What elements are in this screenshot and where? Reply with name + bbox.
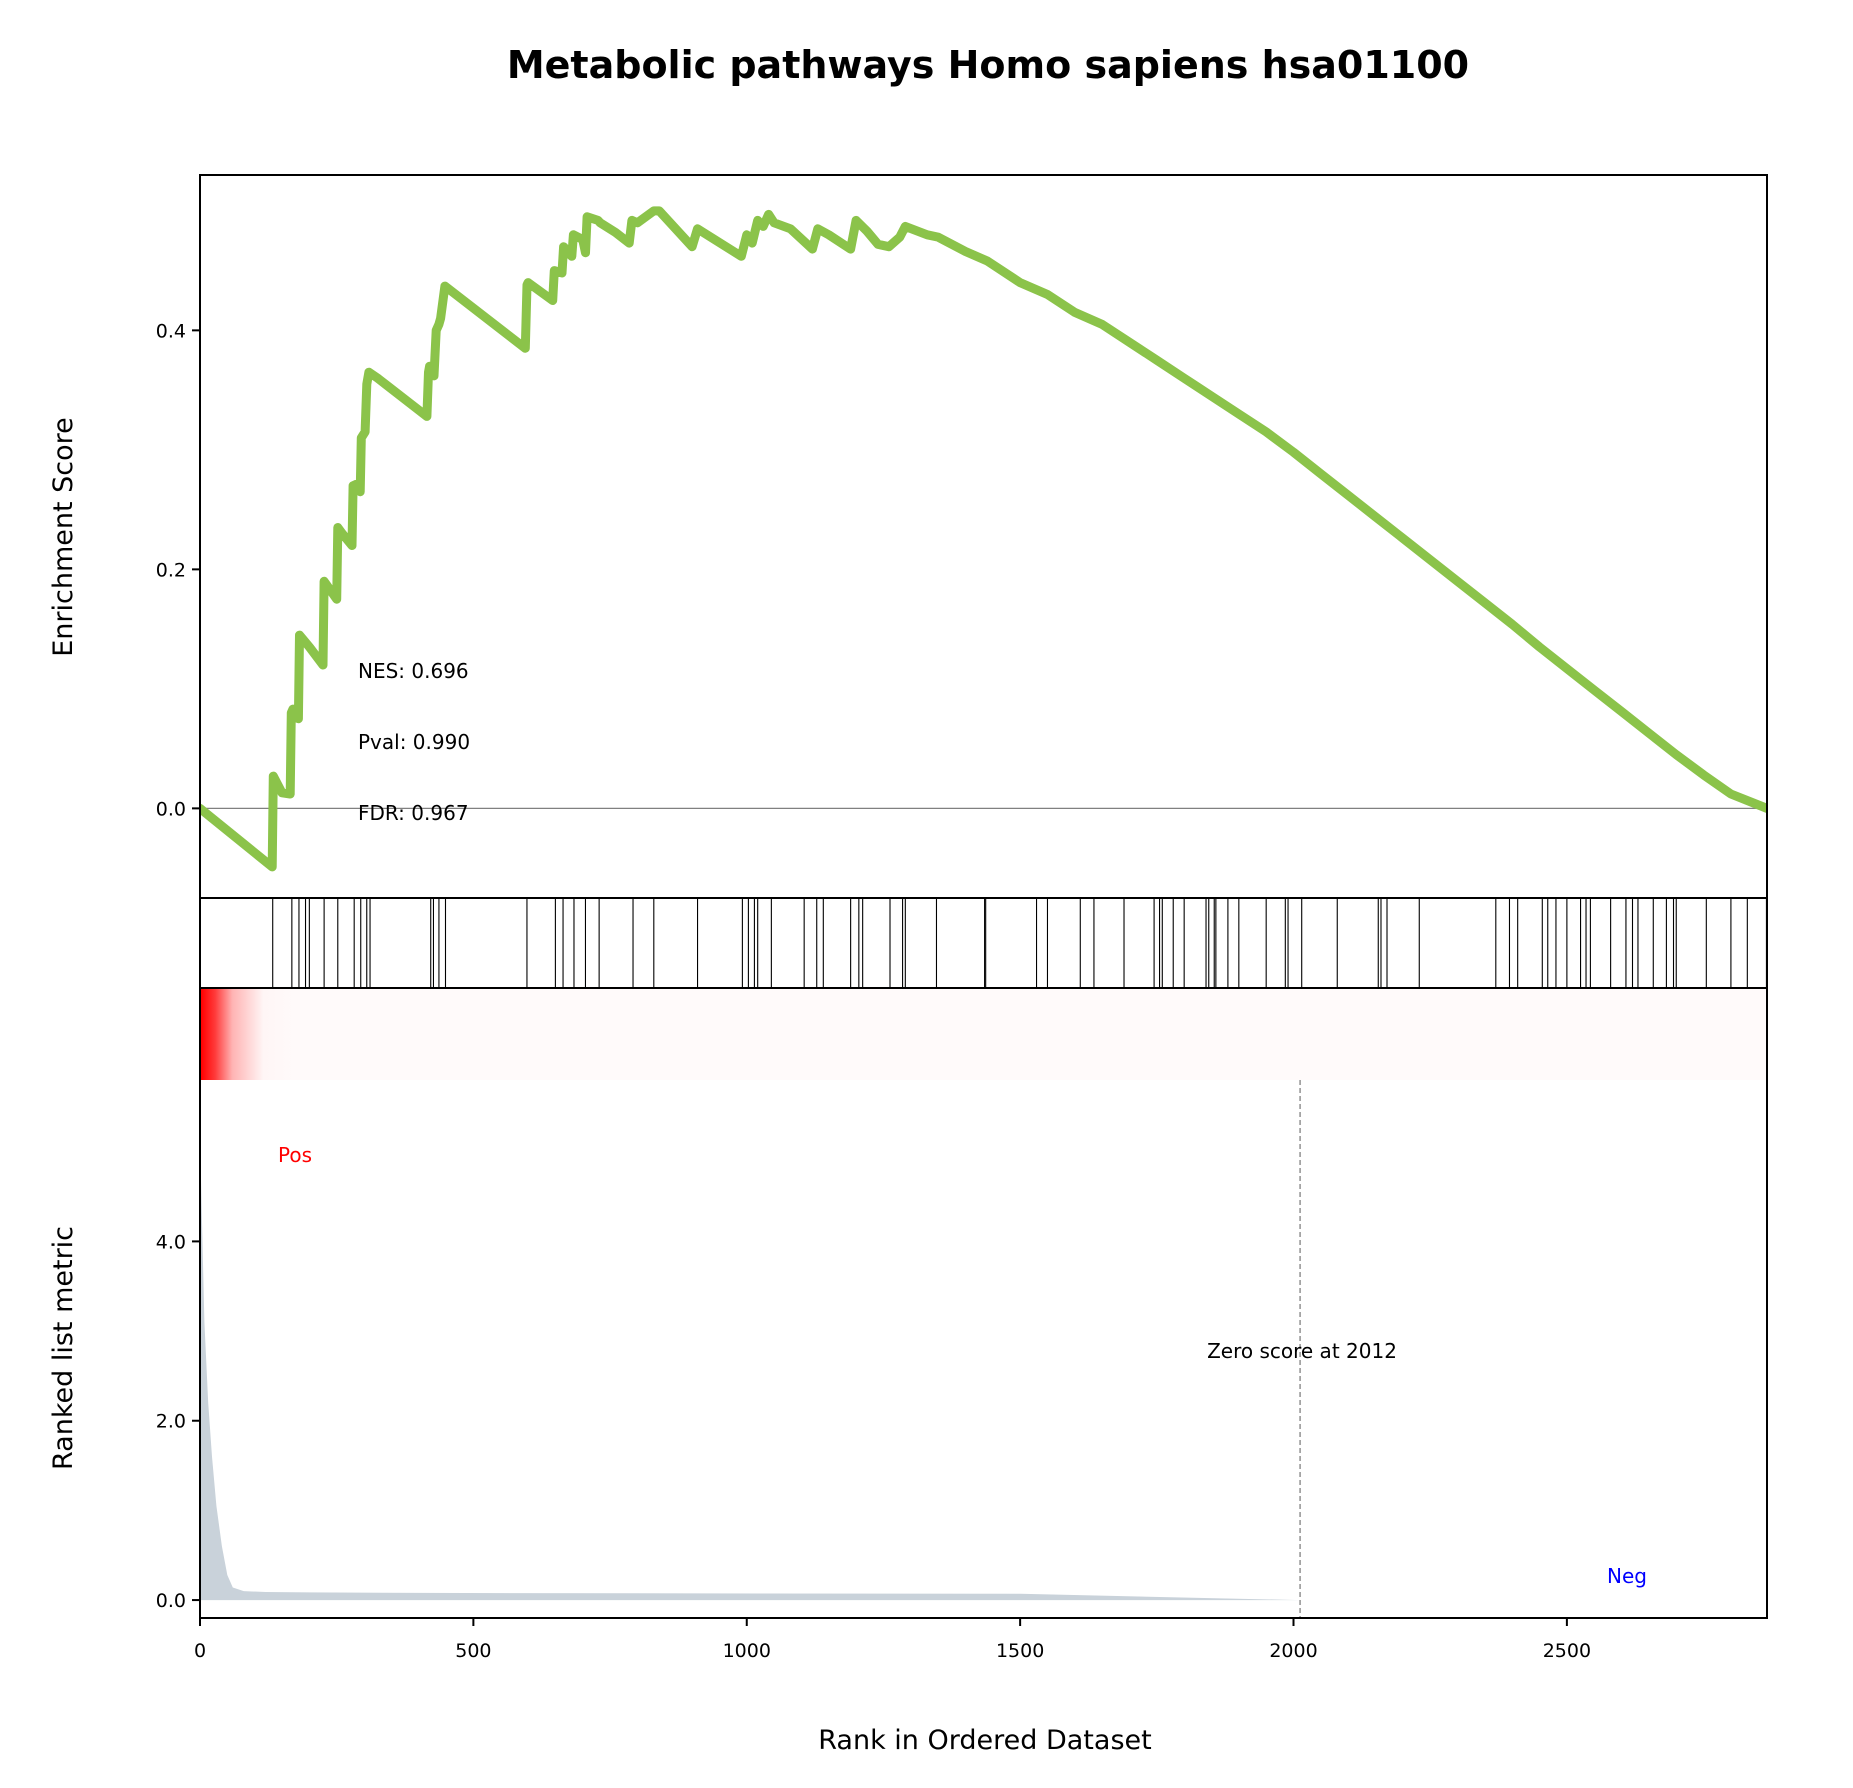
ranked-panel-frame — [199, 987, 1768, 1619]
ranked-metric-panel: Zero score at 2012 Pos Neg 0.0 2.0 4.0 Ran… — [48, 987, 1768, 1619]
x-axis-label: Rank in Ordered Dataset — [818, 1725, 1151, 1756]
pval-label: Pval: 0.990 — [358, 730, 470, 754]
hits-panel-frame — [199, 897, 1768, 989]
hits-panel — [199, 897, 1768, 989]
enrichment-score-line — [200, 206, 1767, 872]
fdr-label: FDR: 0.967 — [358, 801, 469, 825]
x-tick-label: 2500 — [1543, 1640, 1591, 1662]
x-tick-label: 1500 — [996, 1640, 1044, 1662]
enrichment-y-tick-label: 0.2 — [156, 559, 186, 581]
enrichment-y-tick-label: 0.4 — [156, 320, 186, 342]
ranked-y-tick-label: 4.0 — [156, 1231, 186, 1253]
ranked-y-axis-label: Ranked list metric — [48, 1226, 79, 1470]
nes-label: NES: 0.696 — [358, 659, 469, 683]
x-tick-label: 2000 — [1269, 1640, 1317, 1662]
chart-title: Metabolic pathways Homo sapiens hsa01100 — [507, 43, 1469, 87]
enrichment-panel-frame — [199, 174, 1768, 899]
x-tick-label: 0 — [194, 1640, 206, 1662]
ranked-heatmap-strip — [201, 989, 1766, 1080]
zero-score-label: Zero score at 2012 — [1207, 1339, 1397, 1363]
ranked-y-tick-label: 2.0 — [156, 1411, 186, 1433]
x-tick-label: 1000 — [723, 1640, 771, 1662]
enrichment-panel: 0.0 0.2 0.4 NES: 0.696 Pval: 0.990 FDR: 0.… — [48, 174, 1768, 899]
ranked-y-tick-label: 0.0 — [156, 1590, 186, 1612]
enrichment-y-axis-label: Enrichment Score — [48, 417, 79, 657]
ranked-metric-area — [200, 1133, 1767, 1601]
neg-label: Neg — [1607, 1564, 1647, 1588]
pos-label: Pos — [278, 1143, 312, 1167]
enrichment-y-tick-label: 0.0 — [156, 798, 186, 820]
x-tick-label: 500 — [455, 1640, 491, 1662]
